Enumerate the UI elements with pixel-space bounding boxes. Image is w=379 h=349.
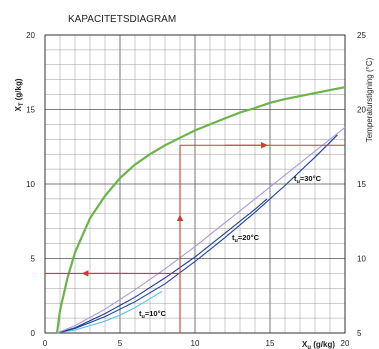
axis-labels: Xu (g/kg) XT (g/kg) Temperaturstigning (°C… — [14, 57, 374, 349]
x-tick-label: 0 — [43, 339, 48, 348]
y-left-axis-label-unit: (g/kg) — [14, 78, 23, 102]
y-right-tick-label: 5 — [357, 329, 362, 338]
y-left-tick-label: 20 — [26, 31, 35, 40]
curve-label-2: tu=30°C — [294, 174, 322, 185]
plot-frame — [44, 34, 346, 334]
curve-label-1: tu=20°C — [232, 233, 260, 244]
y-right-tick-label: 10 — [357, 255, 366, 264]
curve-label-sub: u — [142, 314, 145, 320]
curve-label-value: =20°C — [238, 233, 260, 242]
x-axis-label: Xu (g/kg) — [302, 340, 335, 349]
series-line-4 — [56, 126, 346, 334]
curve-label-0: tu=10°C — [139, 309, 167, 320]
y-left-tick-label: 10 — [26, 180, 35, 189]
series-group — [55, 86, 346, 334]
curve-label-value: =30°C — [300, 174, 322, 183]
series-line-0 — [55, 86, 346, 334]
series-line-2 — [56, 134, 338, 334]
series-line-1 — [56, 290, 163, 334]
series-line-3 — [56, 198, 268, 334]
x-tick-label: 20 — [341, 339, 350, 348]
chart-title: KAPACITETSDIAGRAM — [68, 14, 176, 25]
x-axis-label-sub: u — [307, 345, 311, 349]
y-right-tick-label: 25 — [357, 31, 366, 40]
y-left-axis-label: XT (g/kg) — [14, 78, 25, 111]
y-right-tick-label: 20 — [357, 106, 366, 115]
y-left-axis-label-sub: T — [19, 102, 25, 106]
x-tick-label: 15 — [266, 339, 275, 348]
y-left-tick-label: 15 — [26, 106, 35, 115]
x-tick-label: 10 — [191, 339, 200, 348]
x-tick-label: 5 — [118, 339, 123, 348]
curve-label-sub: u — [297, 179, 300, 185]
curve-label-value: =10°C — [145, 309, 167, 318]
annotation-group — [45, 141, 345, 333]
y-right-axis-label: Temperaturstigning (°C) — [365, 57, 374, 142]
grid — [44, 34, 346, 334]
y-left-tick-label: 5 — [31, 255, 36, 264]
y-right-tick-label: 15 — [357, 180, 366, 189]
curve-label-sub: u — [235, 238, 238, 244]
x-axis-label-unit: (g/kg) — [311, 340, 335, 349]
tick-labels: 0 5 10 15 20 0 5 10 15 20 5 10 15 20 25 — [26, 31, 366, 348]
y-left-tick-label: 0 — [31, 329, 36, 338]
